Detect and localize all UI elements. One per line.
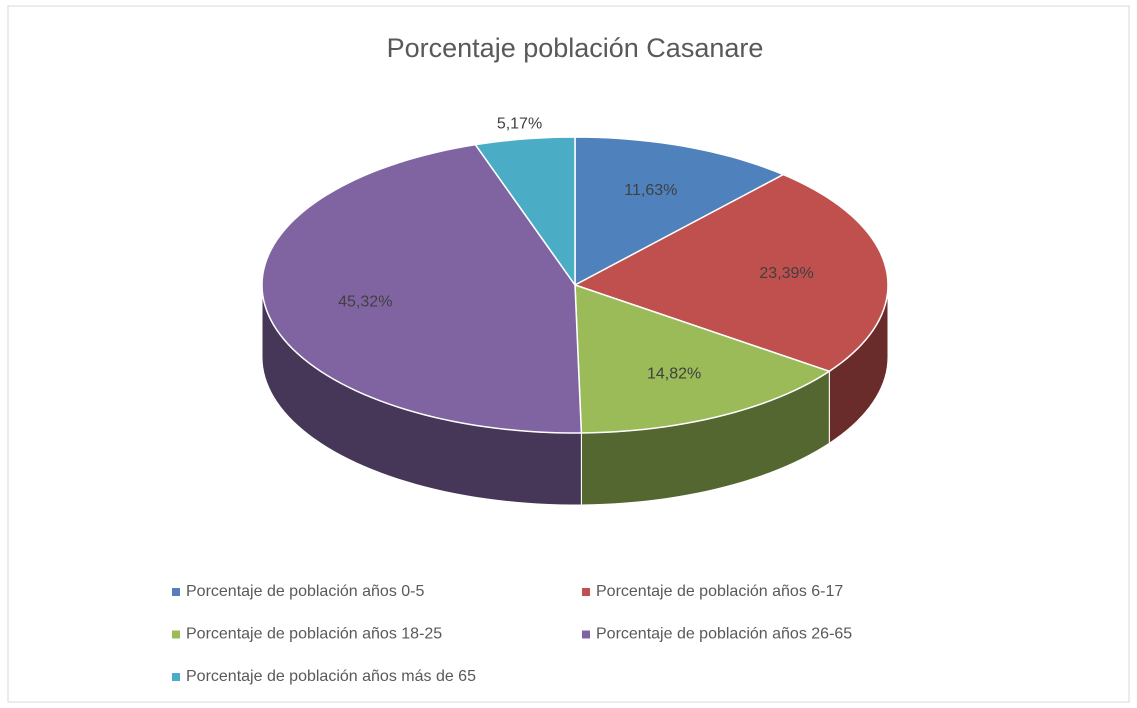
legend-label: Porcentaje de población años 18-25 — [186, 626, 442, 643]
legend-swatch — [172, 630, 180, 639]
legend-swatch — [172, 673, 180, 681]
legend-swatch — [582, 630, 590, 639]
legend-label: Porcentaje de población años 0-5 — [186, 583, 424, 600]
legend-label: Porcentaje de población años 26-65 — [596, 626, 852, 643]
pie-tops — [261, 136, 889, 434]
slice — [574, 283, 832, 434]
data-label: 11,63% — [624, 182, 677, 199]
slice — [573, 173, 889, 373]
legend: Porcentaje de población años 0-5 Porcenta… — [172, 583, 852, 685]
legend-swatch — [582, 588, 590, 596]
data-label: 14,82% — [647, 365, 701, 382]
slice — [574, 136, 786, 287]
data-labels: 11,63% 23,39% 14,82% 45,32% 5,17% — [338, 116, 814, 383]
slice — [261, 143, 583, 434]
legend-swatch — [172, 588, 180, 596]
legend-label: Porcentaje de población años 6-17 — [596, 583, 843, 600]
slice — [474, 136, 576, 288]
legend-label: Porcentaje de población años más de 65 — [186, 668, 476, 685]
data-label: 23,39% — [759, 265, 813, 282]
data-label: 45,32% — [338, 293, 392, 310]
data-label: 5,17% — [497, 116, 542, 133]
chart-title: Porcentaje población Casanare — [387, 33, 764, 63]
